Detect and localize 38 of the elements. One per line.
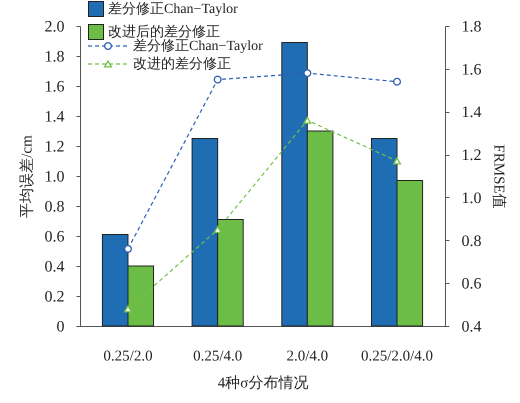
point — [124, 305, 132, 312]
point — [303, 69, 312, 78]
x-tick-label: 0.25/2.0 — [103, 348, 153, 364]
y-tick-label: 0 — [56, 318, 64, 336]
legend-label: 差分修正Chan−Taylor — [108, 1, 238, 17]
y2-tick-label: 1.2 — [462, 147, 482, 164]
y2-tick-label: 1.4 — [462, 104, 482, 122]
y-tick-label: 0.2 — [44, 288, 64, 306]
y2-tick-label: 1.6 — [462, 61, 482, 78]
x-axis-title: 4种σ分布情况 — [218, 374, 308, 392]
y2-axis-title: FRMSE值 — [490, 144, 506, 209]
point — [124, 244, 132, 253]
y-axis-title: 平均误差/cm — [18, 134, 36, 218]
point — [303, 116, 312, 124]
y-tick-label: 0.4 — [44, 258, 64, 276]
x-tick-label: 0.25/4.0 — [193, 348, 242, 364]
y-tick-label: 1.4 — [44, 108, 64, 126]
point — [214, 76, 222, 84]
legend-label: 改进的差分修正 — [133, 56, 231, 72]
y-tick-label: 1.2 — [44, 138, 64, 156]
y-tick-label: 1.8 — [44, 48, 64, 66]
y-tick-label: 1.0 — [44, 168, 64, 186]
y-tick-label: 1.6 — [44, 78, 64, 96]
point — [393, 78, 402, 86]
y-tick-label: 0.8 — [44, 198, 64, 216]
y-tick-label: 2.0 — [44, 18, 64, 36]
x-tick-label: 0.25/2.0/4.0 — [360, 348, 434, 364]
y2-tick-label: 0.8 — [462, 232, 482, 250]
y2-tick-label: 1.8 — [462, 18, 482, 36]
legend-label: 差分修正Chan−Taylor — [133, 38, 264, 54]
legend-label: 改进后的差分修正 — [108, 24, 220, 40]
point — [393, 157, 402, 165]
y2-tick-label: 1.0 — [462, 190, 482, 207]
x-tick-label: 2.0/4.0 — [286, 348, 328, 364]
y2-tick-label: 0.6 — [462, 276, 482, 293]
y2-tick-label: 0.4 — [462, 318, 482, 336]
point — [214, 226, 222, 234]
y-tick-label: 0.6 — [44, 228, 64, 246]
